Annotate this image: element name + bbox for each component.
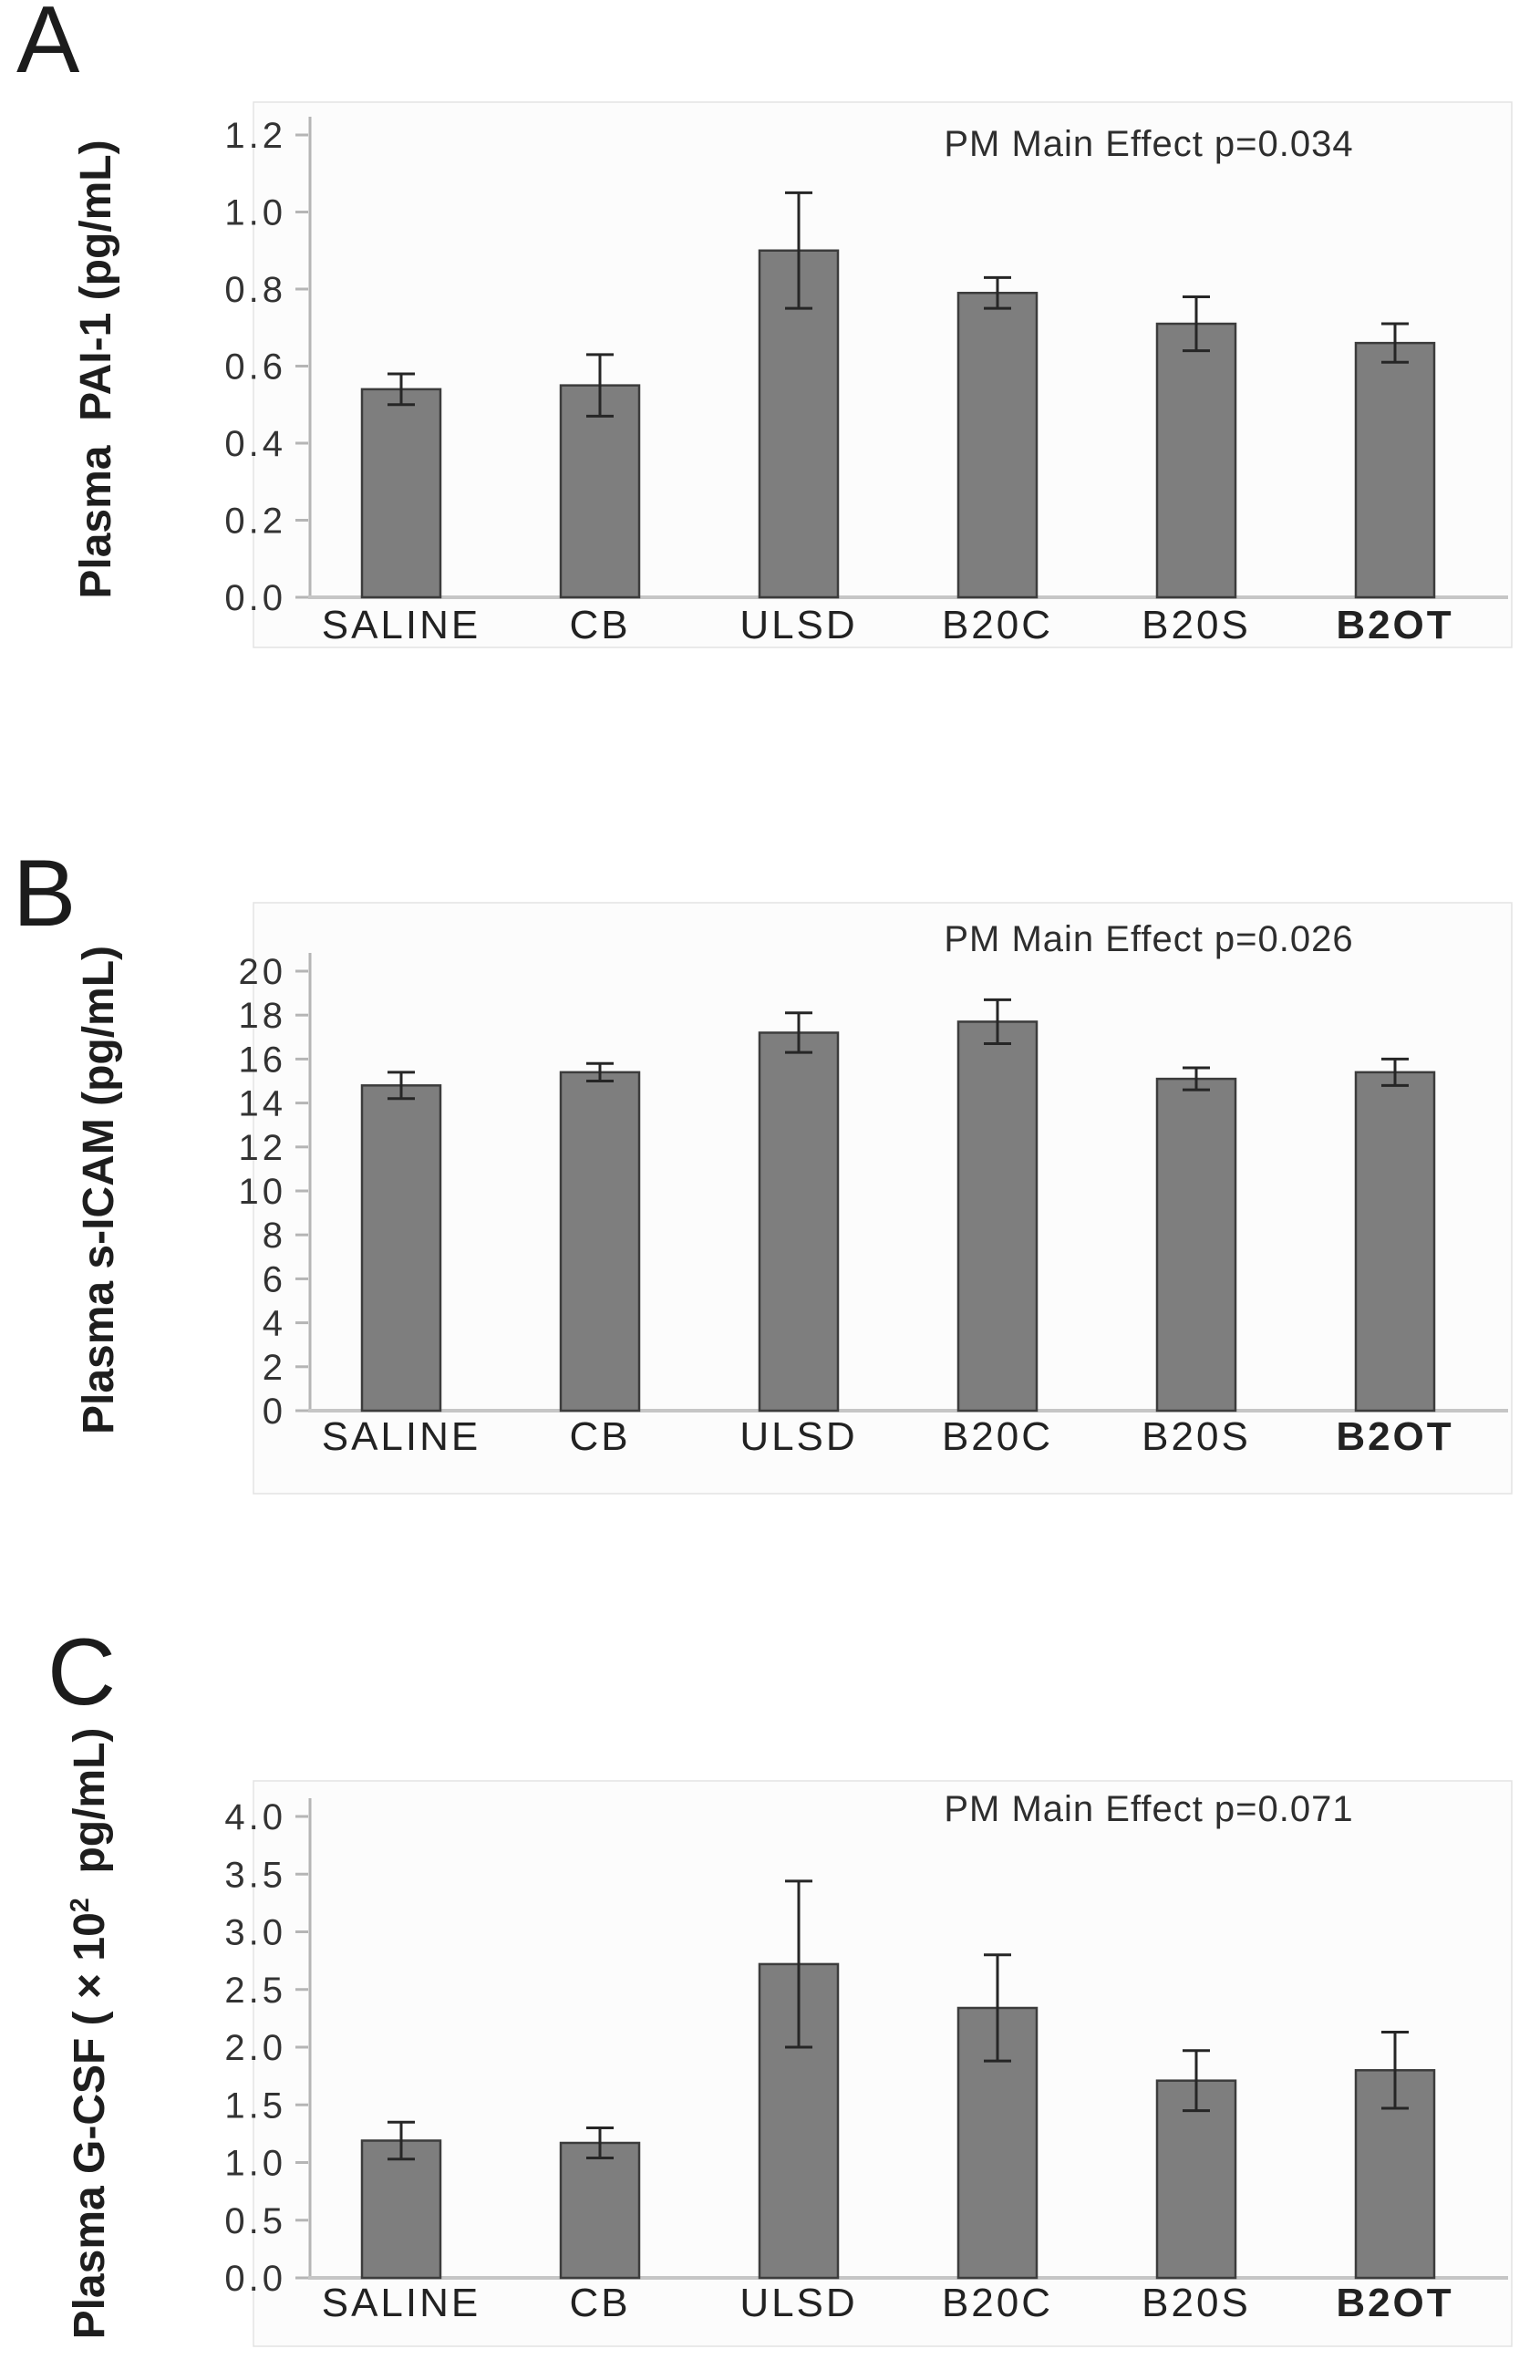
chart-area <box>253 101 1513 648</box>
y-tick-label: 14 <box>239 1084 287 1124</box>
category-label: B20C <box>942 1414 1053 1459</box>
y-tick-label: 4 <box>263 1304 286 1344</box>
y-tick-label: 8 <box>263 1216 286 1256</box>
bar <box>956 1020 1039 1412</box>
y-tick-label: 2.0 <box>224 2028 286 2068</box>
y-tick-label: 6 <box>263 1259 286 1299</box>
panel-b-y-axis-title: Plasma s-ICAM (pg/mL) <box>61 926 123 1454</box>
panel-c-pvalue-annotation: PM Main Effect p=0.071 <box>944 1789 1354 1829</box>
category-label: ULSD <box>739 603 857 647</box>
y-tick-label: 3.0 <box>224 1913 286 1953</box>
panel-b-pvalue-annotation: PM Main Effect p=0.026 <box>944 919 1354 959</box>
category-label: SALINE <box>322 1414 481 1459</box>
y-tick-label: 2.5 <box>224 1971 286 2011</box>
category-label: CB <box>569 1414 630 1459</box>
category-label: ULSD <box>739 1414 857 1459</box>
panel-a-pvalue-annotation: PM Main Effect p=0.034 <box>944 124 1354 164</box>
chart-area <box>253 1780 1513 2347</box>
y-tick-label: 0.8 <box>224 270 286 310</box>
bar <box>1155 1077 1237 1412</box>
bar <box>559 1071 641 1412</box>
y-tick-label: 20 <box>239 952 287 992</box>
y-tick-label: 12 <box>239 1128 287 1168</box>
y-tick-label: 1.0 <box>224 2144 286 2184</box>
y-tick-label: 0.5 <box>224 2201 286 2241</box>
bar <box>559 2141 641 2280</box>
panel-a-y-axis-title-text: Plasma PAI-1 (pg/mL) <box>72 140 120 599</box>
panel-a-y-axis-title: Plasma PAI-1 (pg/mL) <box>58 114 120 625</box>
category-label: CB <box>569 603 630 647</box>
panel-b-y-axis-title-text: Plasma s-ICAM (pg/mL) <box>75 945 123 1435</box>
category-label: B2OT <box>1336 2281 1453 2325</box>
bar <box>559 384 641 599</box>
y-tick-label: 16 <box>239 1040 287 1080</box>
y-tick-label: 3.5 <box>224 1855 286 1895</box>
category-label: B2OT <box>1336 603 1453 647</box>
panel-c-y-axis-title-sup: 2 <box>66 1898 95 1913</box>
y-tick-label: 4.0 <box>224 1797 286 1837</box>
y-tick-label: 0.2 <box>224 502 286 542</box>
bar <box>1155 322 1237 599</box>
y-tick-label: 1.5 <box>224 2085 286 2126</box>
category-label: B20C <box>942 603 1053 647</box>
category-label: SALINE <box>322 603 481 647</box>
y-tick-label: 0.0 <box>224 2259 286 2299</box>
bar <box>360 1084 442 1412</box>
category-label: SALINE <box>322 2281 481 2325</box>
bar <box>360 2139 442 2280</box>
category-label: ULSD <box>739 2281 857 2325</box>
y-tick-label: 1.0 <box>224 193 286 233</box>
bar <box>360 388 442 599</box>
panel-c-y-axis-title-text: Plasma G-CSF ( × 10 <box>66 1912 114 2340</box>
panel-c-y-axis-title: Plasma G-CSF ( × 102 pg/mL) <box>52 1723 114 2344</box>
y-tick-label: 18 <box>239 996 287 1036</box>
panel-c-letter: C <box>47 1619 119 1725</box>
y-tick-label: 0.0 <box>224 578 286 618</box>
bar <box>1354 341 1436 599</box>
bar <box>1354 1071 1436 1412</box>
panel-b-letter: B <box>13 841 78 947</box>
category-label: B20C <box>942 2281 1053 2325</box>
y-tick-label: 0.6 <box>224 347 286 388</box>
y-tick-label: 0 <box>263 1392 286 1432</box>
y-tick-label: 2 <box>263 1348 286 1388</box>
category-label: B2OT <box>1336 1414 1453 1459</box>
category-label: B20S <box>1142 2281 1251 2325</box>
category-label: B20S <box>1142 1414 1251 1459</box>
panel-c-y-axis-title-tail: pg/mL) <box>66 1727 114 1899</box>
bar <box>758 1031 840 1412</box>
chart-area <box>253 902 1513 1495</box>
y-tick-label: 1.2 <box>224 116 286 156</box>
category-label: CB <box>569 2281 630 2325</box>
y-tick-label: 0.4 <box>224 424 286 464</box>
y-tick-label: 10 <box>239 1172 287 1212</box>
panel-a-letter: A <box>16 0 82 93</box>
bar <box>956 291 1039 599</box>
category-label: B20S <box>1142 603 1251 647</box>
